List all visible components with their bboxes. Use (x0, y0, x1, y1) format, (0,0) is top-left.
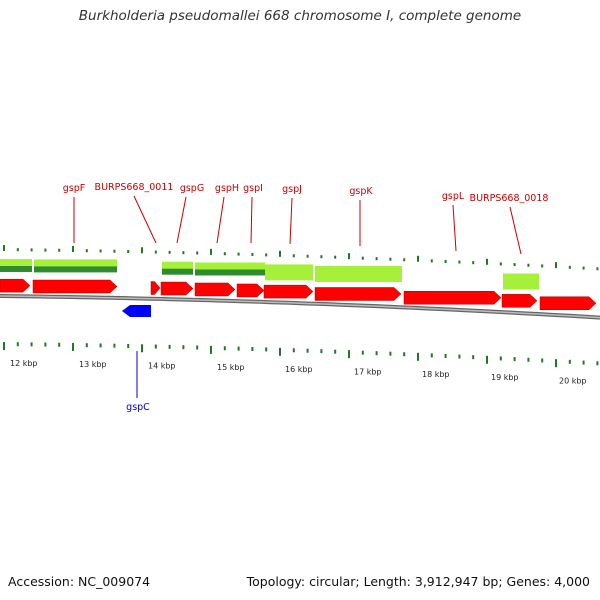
scale-label: 15 kbp (217, 363, 245, 372)
scale-tick-track (3, 342, 599, 368)
forward-gene-arrow (0, 278, 31, 293)
top-tick-track (3, 245, 599, 271)
feature-block (315, 265, 402, 282)
scale-label: 12 kbp (10, 359, 38, 368)
gene-label-gspl: gspL (442, 191, 465, 202)
feature-block-dark (0, 266, 32, 272)
feature-block (34, 259, 117, 268)
scale-labels: 12 kbp 13 kbp 14 kbp 15 kbp 16 kbp 17 kbp 18 k… (10, 359, 587, 385)
scale-label: 16 kbp (285, 365, 313, 374)
accession-text: Accession: NC_009074 (8, 574, 151, 589)
scale-label: 20 kbp (559, 376, 587, 385)
gene-pointer-line (133, 195, 157, 244)
gene-pointer-line (452, 204, 457, 252)
forward-gene-arrow (539, 296, 597, 310)
feature-block (503, 273, 539, 290)
gene-label-gspj: gspJ (282, 184, 302, 195)
scale-label: 17 kbp (354, 367, 382, 376)
gene-label-gspc: gspC (126, 402, 150, 413)
gene-label-burps668_0011: BURPS668_0011 (95, 182, 174, 193)
forward-gene-arrow (403, 291, 502, 305)
feature-block (0, 259, 32, 267)
scale-label: 18 kbp (422, 370, 450, 379)
forward-gene-arrow (236, 283, 265, 298)
forward-gene-arrow (150, 281, 161, 295)
gene-label-gsph: gspH (215, 183, 239, 194)
reverse-gene-arrow (122, 305, 151, 317)
feature-block (195, 262, 265, 271)
feature-block-dark (195, 269, 265, 276)
forward-gene-arrow (263, 284, 314, 299)
gene-track (0, 278, 597, 317)
feature-block-dark (162, 268, 193, 275)
backbone-highlight (0, 295, 600, 319)
map-title: Burkholderia pseudomallei 668 chromosome… (78, 8, 522, 24)
forward-gene-arrow (32, 279, 118, 294)
scale-label: 19 kbp (491, 373, 519, 382)
forward-gene-arrow (501, 294, 538, 308)
gene-pointer-line (216, 196, 225, 244)
gene-label-gspk: gspK (349, 186, 373, 197)
forward-gene-arrow (314, 287, 402, 301)
forward-gene-arrow (194, 282, 236, 297)
scale-label: 14 kbp (148, 361, 176, 370)
feature-track (0, 259, 539, 290)
feature-block (265, 264, 313, 281)
feature-block-dark (34, 266, 117, 273)
gene-pointer-line (250, 196, 253, 244)
gene-pointer-line (176, 196, 187, 244)
gene-labels: gspF BURPS668_0011 gspG gspH gspI gspJ gspK gsp… (63, 182, 549, 413)
scale-label: 13 kbp (79, 360, 107, 369)
gene-label-gspi: gspI (243, 183, 263, 194)
gene-label-burps668_0018: BURPS668_0018 (470, 193, 549, 204)
feature-block (162, 261, 193, 270)
gene-pointer-line (509, 206, 522, 255)
chromosome-backbone (0, 294, 600, 320)
forward-gene-arrow (160, 281, 194, 296)
gene-label-gspg: gspG (180, 183, 204, 194)
genome-summary-text: Topology: circular; Length: 3,912,947 bp… (246, 574, 590, 589)
gene-label-gspf: gspF (63, 183, 85, 194)
gene-pointer-line (289, 197, 293, 245)
